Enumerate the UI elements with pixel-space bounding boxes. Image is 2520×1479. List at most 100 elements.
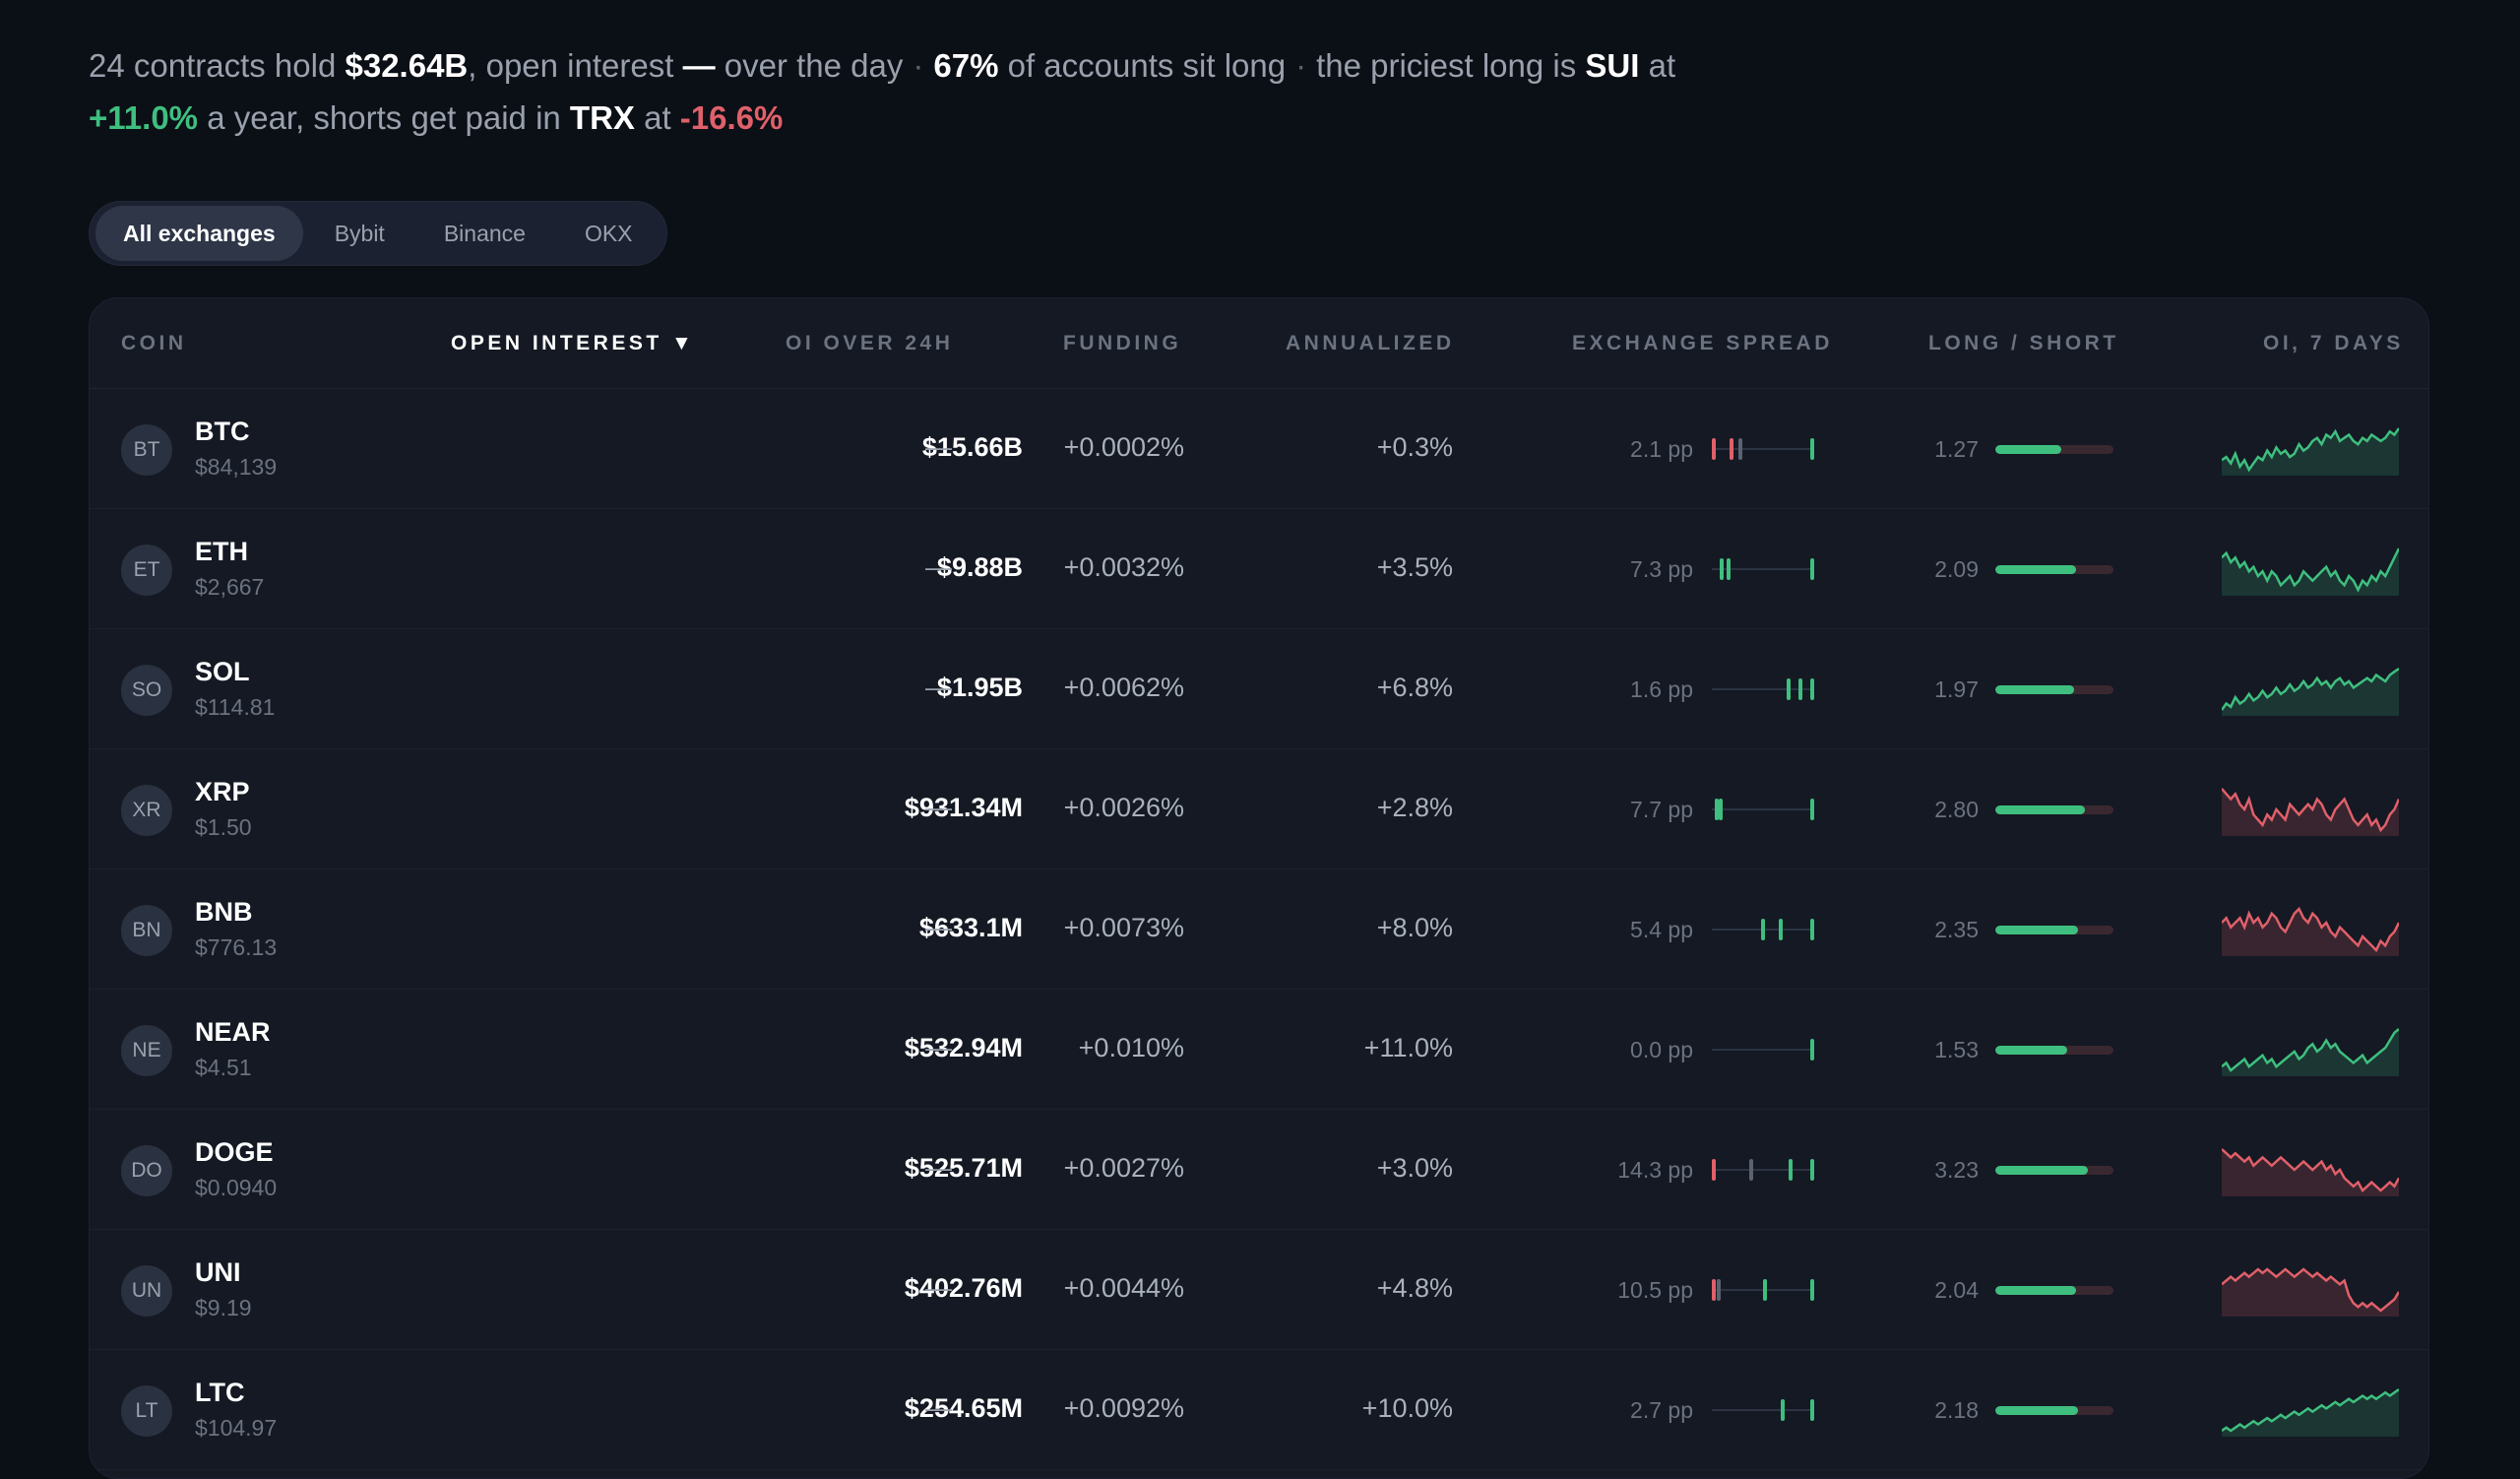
oi-24h-change: —	[925, 1393, 952, 1423]
spread-axis	[1712, 448, 1814, 450]
funding-rate: +0.0092%	[1063, 1393, 1184, 1423]
table-row[interactable]: UN UNI $9.19 $402.76M — +0.0044% +4.8% 1…	[90, 1230, 2428, 1350]
long-short-ratio: 2.35	[1934, 917, 1979, 942]
sparkline-area	[2222, 1149, 2399, 1196]
coin-symbol: BTC	[195, 417, 250, 446]
table-row[interactable]: XR XRP $1.50 $931.34M — +0.0026% +2.8% 7…	[90, 749, 2428, 869]
coin-price: $2,667	[195, 574, 265, 600]
open-interest-value: $254.65M	[904, 1393, 1023, 1423]
long-share-fill	[1995, 1286, 2076, 1295]
tab-okx[interactable]: OKX	[584, 221, 633, 246]
long-share-fill	[1995, 565, 2076, 574]
spread-axis	[1712, 1409, 1814, 1411]
long-short-bar	[1995, 1406, 2113, 1415]
column-exchange-spread[interactable]: EXCHANGE SPREAD	[1572, 332, 1833, 354]
spread-axis	[1712, 1169, 1814, 1171]
exchange-spread-value: 1.6 pp	[1630, 676, 1693, 702]
spread-tick	[1810, 919, 1814, 940]
long-short-bar	[1995, 805, 2113, 814]
spread-tick	[1779, 919, 1783, 940]
column-annualized[interactable]: ANNUALIZED	[1286, 332, 1455, 354]
oi-24h-change: —	[925, 673, 952, 702]
oi-24h-change: —	[925, 793, 952, 822]
long-short-ratio: 3.23	[1934, 1157, 1979, 1183]
coin-price: $4.51	[195, 1055, 252, 1080]
table-row[interactable]: ET ETH $2,667 $9.88B — +0.0032% +3.5% 7.…	[90, 509, 2428, 629]
oi-24h-change: —	[925, 913, 952, 942]
table-row[interactable]: LT LTC $104.97 $254.65M — +0.0092% +10.0…	[90, 1350, 2428, 1470]
spread-tick	[1715, 799, 1719, 820]
coin-avatar: ET	[121, 545, 172, 596]
exchange-spread-value: 0.0 pp	[1630, 1037, 1693, 1062]
spread-tick	[1749, 1159, 1753, 1181]
spread-tick	[1730, 438, 1733, 460]
oi-change: —	[682, 47, 716, 84]
tab-all-exchanges[interactable]: All exchanges	[95, 206, 303, 261]
tab-binance[interactable]: Binance	[443, 221, 526, 246]
coin-symbol: UNI	[195, 1257, 241, 1287]
table-row[interactable]: BN BNB $776.13 $633.1M — +0.0073% +8.0% …	[90, 869, 2428, 990]
sparkline-line	[2222, 788, 2399, 833]
open-interest-value: $931.34M	[904, 793, 1023, 822]
spread-tick	[1810, 1039, 1814, 1061]
funding-rate: +0.0027%	[1063, 1153, 1184, 1183]
tab-bybit[interactable]: Bybit	[334, 221, 385, 246]
coin-symbol: BNB	[195, 897, 253, 927]
annualized-rate: +2.8%	[1376, 793, 1453, 822]
table-row[interactable]: BT BTC $84,139 $15.66B — +0.0002% +0.3% …	[90, 389, 2428, 509]
spread-tick	[1810, 678, 1814, 700]
open-interest-value: $9.88B	[936, 552, 1023, 582]
table-header: COIN OPEN INTEREST ▼ OI OVER 24H FUNDING…	[90, 298, 2428, 389]
coin-price: $776.13	[195, 934, 278, 960]
exchange-spread-chart	[1712, 1035, 1814, 1064]
annualized-rate: +3.0%	[1376, 1153, 1453, 1183]
long-short-ratio: 2.18	[1934, 1397, 1979, 1423]
exchange-spread-value: 7.3 pp	[1630, 556, 1693, 582]
long-share-fill	[1995, 445, 2062, 454]
column-coin[interactable]: COIN	[121, 332, 187, 354]
oi-7-day-sparkline	[2222, 1148, 2399, 1196]
summary-text: 24 contracts hold	[89, 47, 346, 84]
oi-24h-change: —	[925, 1153, 952, 1183]
exchange-spread-chart	[1712, 795, 1814, 824]
long-short-bar	[1995, 685, 2113, 694]
column-long-short[interactable]: LONG / SHORT	[1928, 332, 2119, 354]
table-row[interactable]: SO SOL $114.81 $1.95B — +0.0062% +6.8% 1…	[90, 629, 2428, 749]
coin-avatar: UN	[121, 1265, 172, 1317]
spread-tick	[1761, 919, 1765, 940]
long-short-bar	[1995, 1286, 2113, 1295]
table-row[interactable]: NE NEAR $4.51 $532.94M — +0.010% +11.0% …	[90, 990, 2428, 1110]
sparkline-line	[2222, 667, 2399, 711]
annualized-rate: +4.8%	[1376, 1273, 1453, 1303]
coin-avatar: XR	[121, 785, 172, 836]
long-short-ratio: 2.80	[1934, 797, 1979, 822]
summary-text: , open interest	[468, 47, 683, 84]
long-short-bar	[1995, 1046, 2113, 1055]
column-open-interest[interactable]: OPEN INTEREST ▼	[451, 332, 696, 354]
spread-tick	[1763, 1279, 1767, 1301]
spread-tick	[1810, 1399, 1814, 1421]
table-row[interactable]: DO DOGE $0.0940 $525.71M — +0.0027% +3.0…	[90, 1110, 2428, 1230]
spread-axis	[1712, 568, 1814, 570]
exchange-spread-value: 7.7 pp	[1630, 797, 1693, 822]
column-funding[interactable]: FUNDING	[1063, 332, 1182, 354]
summary-text: the priciest long is	[1316, 47, 1586, 84]
contracts-table: COIN OPEN INTEREST ▼ OI OVER 24H FUNDING…	[89, 297, 2429, 1479]
oi-7-day-sparkline	[2222, 427, 2399, 476]
summary-text: at	[634, 99, 680, 136]
exchange-spread-chart	[1712, 675, 1814, 704]
long-percentage: 67%	[933, 47, 999, 84]
oi-7-day-sparkline	[2222, 1387, 2399, 1437]
spread-axis	[1712, 808, 1814, 810]
column-oi-24h[interactable]: OI OVER 24H	[786, 332, 954, 354]
column-oi-7-days[interactable]: OI, 7 DAYS	[2263, 332, 2404, 354]
exchange-tabs: All exchanges Bybit Binance OKX	[89, 201, 667, 266]
priciest-long-rate: +11.0%	[89, 99, 199, 136]
exchange-spread-value: 10.5 pp	[1617, 1277, 1693, 1303]
annualized-rate: +0.3%	[1376, 432, 1453, 462]
spread-tick	[1712, 438, 1716, 460]
oi-7-day-sparkline	[2222, 1028, 2399, 1076]
sparkline-line	[2222, 1148, 2399, 1192]
sparkline-area	[2222, 789, 2399, 836]
sparkline-line	[2222, 906, 2399, 953]
